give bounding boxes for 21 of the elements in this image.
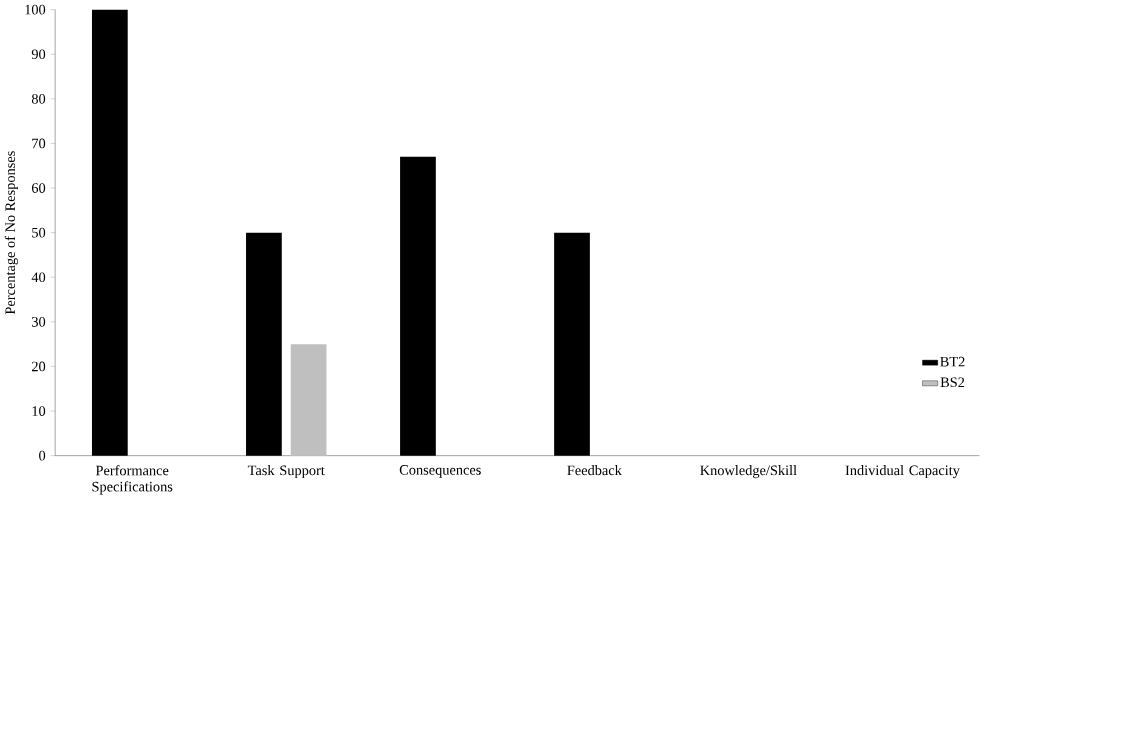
legend-label: BT2 bbox=[940, 357, 965, 367]
x-tick-label: Consequences bbox=[399, 465, 481, 478]
x-tick-label: Feedback bbox=[567, 465, 622, 476]
x-tick-label: Individual Capacity bbox=[845, 465, 960, 479]
y-tick-label: 60 bbox=[31, 183, 46, 194]
y-tick-label: 100 bbox=[25, 5, 46, 15]
y-axis-title: Percentage of No Responses bbox=[4, 151, 18, 315]
bar bbox=[290, 344, 327, 456]
y-tick-label: 50 bbox=[32, 228, 46, 238]
legend-label: BS2 bbox=[940, 377, 965, 388]
y-tick-label: 80 bbox=[31, 94, 46, 104]
x-tick-label: Performance Specifications bbox=[92, 465, 173, 495]
y-tick-label: 20 bbox=[31, 361, 46, 372]
y-tick-label: 10 bbox=[32, 406, 46, 417]
x-tick-label: Knowledge/Skill bbox=[700, 465, 797, 479]
y-tick-label: 70 bbox=[32, 138, 46, 149]
y-tick-label: 30 bbox=[32, 317, 46, 327]
y-tick-label: 90 bbox=[31, 49, 46, 60]
y-tick-label: 0 bbox=[39, 451, 46, 461]
x-tick-label: Task Support bbox=[247, 465, 325, 479]
y-tick-label: 40 bbox=[31, 272, 46, 283]
